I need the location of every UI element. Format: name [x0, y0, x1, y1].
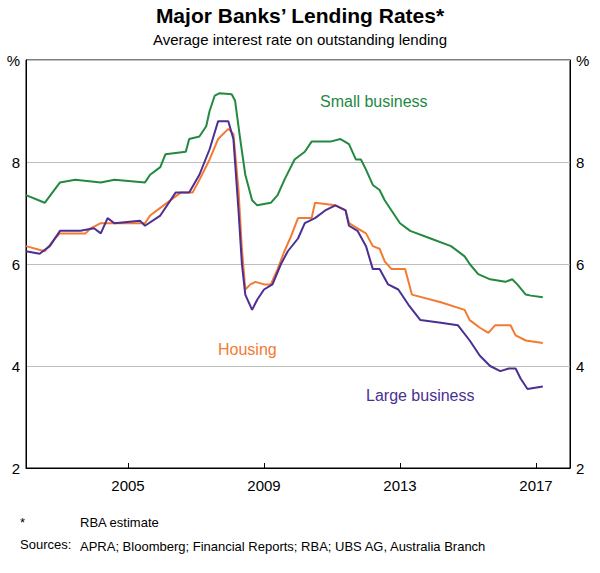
svg-text:4: 4: [12, 358, 20, 375]
svg-text:2: 2: [576, 460, 584, 477]
svg-text:Average interest rate on outst: Average interest rate on outstanding len…: [153, 31, 447, 48]
svg-text:*: *: [20, 515, 25, 530]
svg-text:Housing: Housing: [218, 341, 277, 358]
svg-text:2009: 2009: [247, 477, 280, 494]
svg-text:2017: 2017: [519, 477, 552, 494]
svg-text:Small business: Small business: [320, 93, 428, 110]
svg-text:2005: 2005: [111, 477, 144, 494]
svg-text:2013: 2013: [383, 477, 416, 494]
svg-text:4: 4: [576, 358, 584, 375]
svg-text:6: 6: [12, 256, 20, 273]
svg-text:2: 2: [12, 460, 20, 477]
svg-text:%: %: [576, 52, 589, 69]
svg-text:8: 8: [12, 154, 20, 171]
svg-text:Sources:: Sources:: [20, 537, 71, 552]
svg-text:Large business: Large business: [366, 387, 475, 404]
svg-text:RBA estimate: RBA estimate: [80, 515, 159, 530]
svg-text:8: 8: [576, 154, 584, 171]
svg-text:6: 6: [576, 256, 584, 273]
svg-text:%: %: [7, 52, 20, 69]
svg-text:APRA; Bloomberg; Financial Rep: APRA; Bloomberg; Financial Reports; RBA;…: [80, 539, 485, 554]
svg-text:Major Banks’ Lending Rates*: Major Banks’ Lending Rates*: [156, 4, 445, 27]
